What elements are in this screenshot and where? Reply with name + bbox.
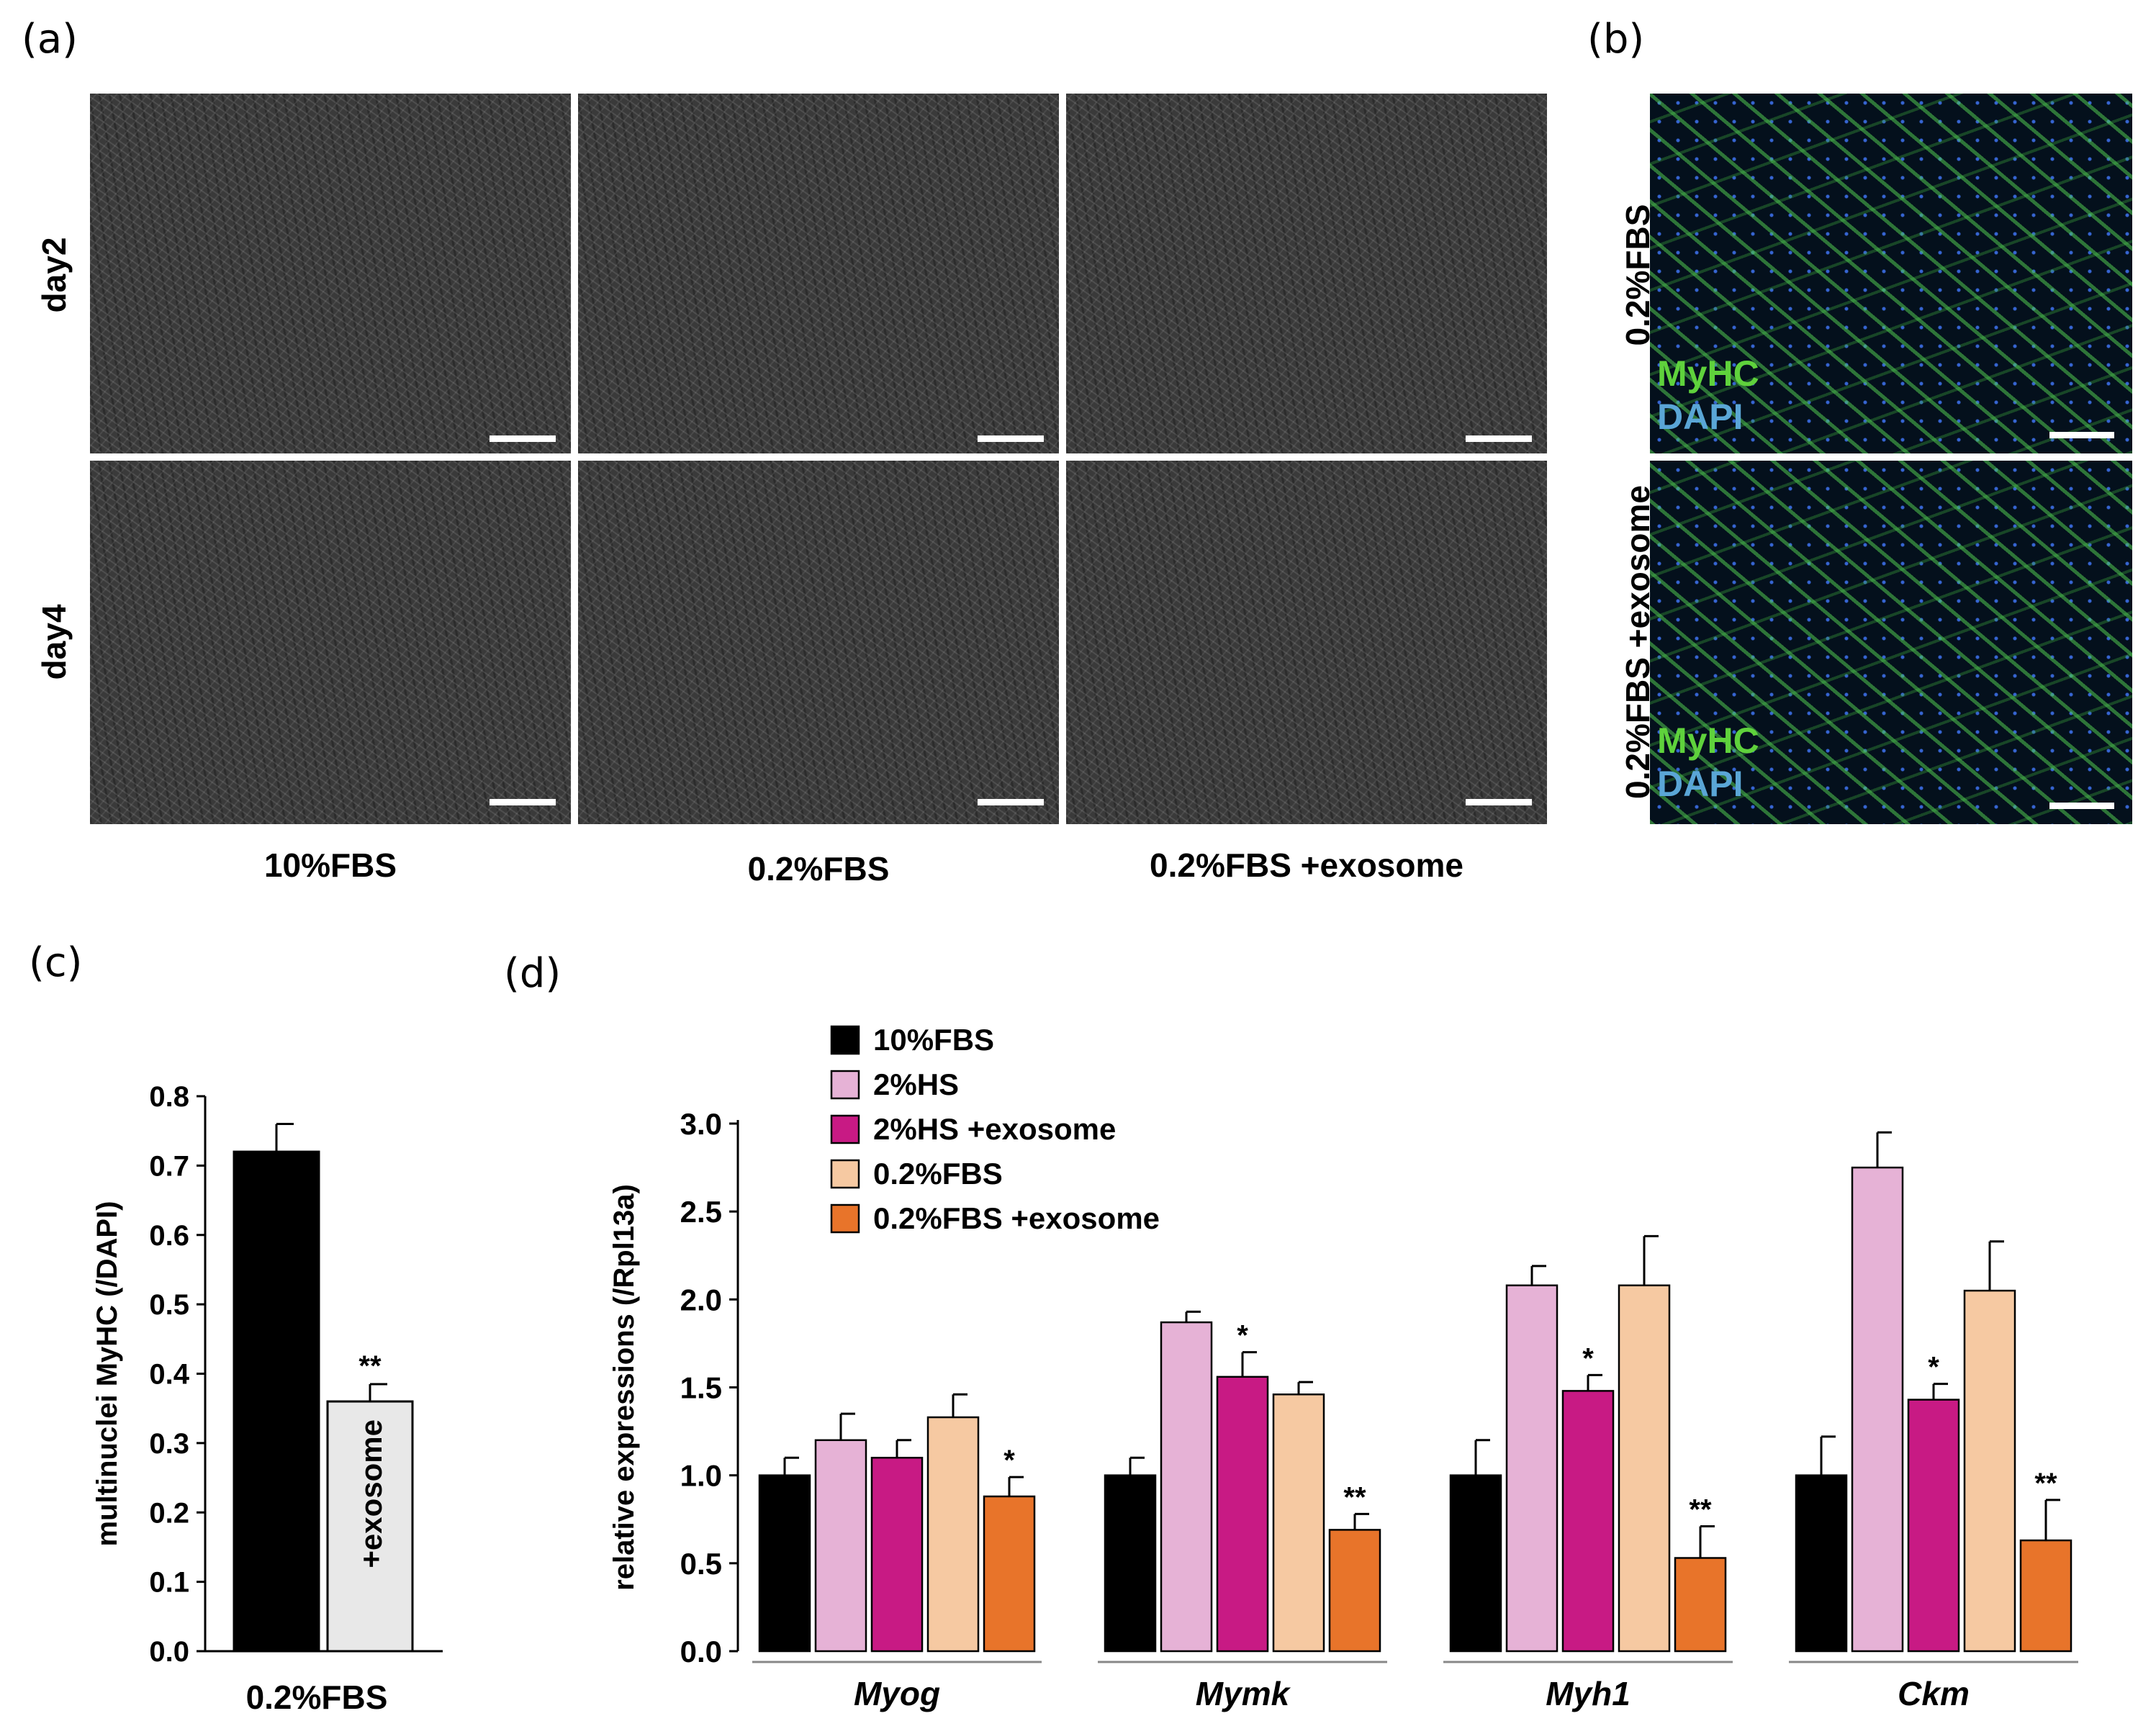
row-label-b-02fbs: 0.2%FBS (1619, 204, 1656, 346)
panel-label-c: (c) (29, 939, 83, 986)
bar (1963, 1289, 2016, 1653)
y-tick-label: 0.0 (680, 1635, 722, 1668)
significance-mark: * (1582, 1342, 1594, 1374)
legend-swatch (830, 1025, 860, 1055)
y-tick-label: 2.0 (680, 1283, 722, 1316)
bar (1674, 1557, 1727, 1653)
fluorescence-02fbs-exosome: MyHC DAPI (1650, 461, 2132, 824)
y-axis-label: relative expressions (/Rpl13a) (608, 1184, 640, 1591)
y-tick-label: 2.5 (680, 1195, 722, 1229)
bar (1561, 1390, 1615, 1653)
micrograph-day4-10fbs (90, 461, 571, 824)
scale-bar (1466, 799, 1532, 805)
y-tick-label: 0.4 (149, 1359, 189, 1391)
stain-label-myhc: MyHC (1657, 721, 1759, 761)
panel-label-b: (b) (1587, 16, 1645, 63)
y-tick-label: 0.2 (149, 1497, 189, 1529)
bar (1328, 1529, 1381, 1653)
category-label: Ckm (1898, 1675, 1970, 1712)
row-label-day2: day2 (35, 237, 73, 313)
y-tick-label: 0.5 (680, 1547, 722, 1581)
bar (1795, 1474, 1848, 1653)
significance-mark: ** (1689, 1494, 1712, 1526)
micrograph-day2-10fbs (90, 94, 571, 453)
bar-label: +exosome (354, 1419, 388, 1568)
legend-swatch (830, 1070, 860, 1100)
bar (2019, 1539, 2072, 1653)
bar (1851, 1166, 1904, 1653)
col-label-10fbs: 10%FBS (263, 846, 397, 884)
chart-relative-expressions: 0.0 0.5 1.0 1.5 2.0 2.5 3.0 relative expression… (608, 1023, 2078, 1712)
scale-bar (2049, 803, 2114, 809)
legend-swatch (830, 1114, 860, 1144)
panel-label-d: (d) (504, 950, 561, 997)
row-label-b-02fbs-exosome: 0.2%FBS +exosome (1619, 485, 1656, 799)
y-tick-label: 1.5 (680, 1371, 722, 1405)
micrograph-day4-02fbs (578, 461, 1059, 824)
bar (233, 1150, 320, 1653)
scale-bar (978, 799, 1044, 805)
bar (814, 1439, 867, 1653)
y-tick-label: 0.7 (149, 1150, 189, 1182)
y-tick-label: 0.6 (149, 1220, 189, 1252)
col-label-02fbs-exosome: 0.2%FBS +exosome (1150, 846, 1463, 884)
scale-bar (2049, 432, 2114, 438)
x-axis-label: 0.2%FBS (246, 1679, 388, 1716)
bar (1505, 1284, 1559, 1653)
bar (870, 1456, 924, 1653)
legend-swatch (830, 1203, 860, 1234)
significance-mark: ** (358, 1350, 382, 1382)
bar (926, 1416, 980, 1653)
bar (1618, 1284, 1671, 1653)
chart-multinuclei-myhc: 0.0 0.1 0.2 0.3 0.4 0.5 0.6 0.7 0.8 multinuclei M… (91, 1081, 443, 1716)
bar (1160, 1321, 1213, 1653)
panel-label-a: (a) (22, 16, 78, 63)
significance-mark: ** (1343, 1481, 1366, 1513)
bar (326, 1400, 414, 1653)
scale-bar (1466, 435, 1532, 442)
legend-label: 2%HS (873, 1067, 959, 1101)
row-label-day4: day4 (35, 604, 73, 680)
micrograph-day2-02fbs-exosome (1066, 94, 1547, 453)
bar (1907, 1399, 1960, 1653)
y-tick-label: 0.8 (149, 1081, 189, 1113)
stain-label-myhc: MyHC (1657, 353, 1759, 394)
significance-mark: ** (2034, 1468, 2057, 1499)
y-tick-label: 0.3 (149, 1428, 189, 1460)
bar (1104, 1474, 1157, 1653)
y-tick-label: 0.1 (149, 1567, 189, 1599)
bar (1272, 1393, 1325, 1653)
bar (758, 1474, 811, 1653)
scale-bar (490, 435, 556, 442)
col-label-02fbs: 0.2%FBS (747, 850, 890, 887)
stain-label-dapi: DAPI (1657, 397, 1744, 437)
y-axis-label: multinuclei MyHC (/DAPI) (91, 1201, 123, 1546)
micrograph-day2-02fbs (578, 94, 1059, 453)
fluorescence-02fbs: MyHC DAPI (1650, 94, 2132, 453)
category-label: Myh1 (1546, 1675, 1630, 1712)
scale-bar (978, 435, 1044, 442)
scale-bar (490, 799, 556, 805)
category-label: Mymk (1196, 1675, 1291, 1712)
legend-label: 10%FBS (873, 1023, 994, 1057)
legend-label: 0.2%FBS (873, 1157, 1003, 1191)
category-label: Myog (854, 1675, 940, 1712)
legend-label: 0.2%FBS +exosome (873, 1201, 1160, 1235)
micrograph-day4-02fbs-exosome (1066, 461, 1547, 824)
significance-mark: * (1237, 1320, 1248, 1352)
bar (983, 1495, 1036, 1653)
significance-mark: * (1928, 1352, 1939, 1383)
y-tick-label: 3.0 (680, 1107, 722, 1141)
legend-swatch (830, 1159, 860, 1189)
y-tick-label: 1.0 (680, 1459, 722, 1493)
legend-label: 2%HS +exosome (873, 1112, 1116, 1146)
y-tick-label: 0.0 (149, 1636, 189, 1668)
bar (1216, 1376, 1269, 1653)
stain-label-dapi: DAPI (1657, 764, 1744, 804)
significance-mark: * (1003, 1445, 1015, 1476)
bar (1449, 1474, 1502, 1653)
y-tick-label: 0.5 (149, 1289, 189, 1321)
